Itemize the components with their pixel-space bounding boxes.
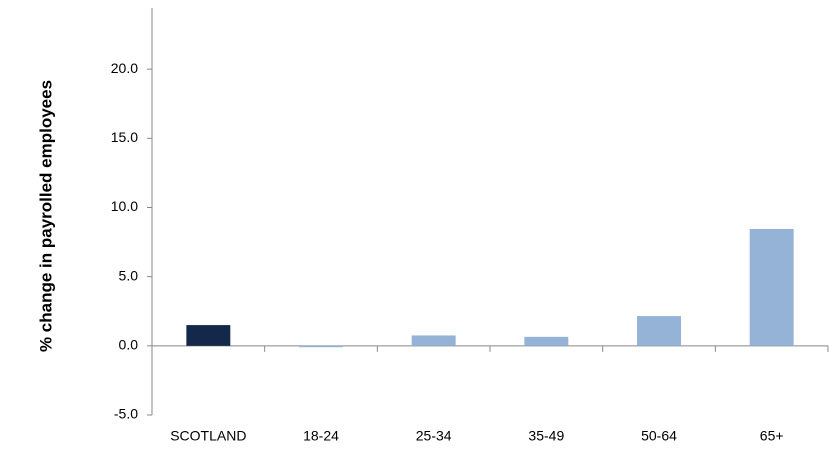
y-tick-label: 0.0	[119, 337, 139, 353]
bar-65-	[749, 228, 794, 346]
bar-35-49	[524, 336, 569, 346]
y-tick-labels: -5.0 0.0 5.0 10.0 15.0 20.0	[111, 60, 138, 422]
y-axis-label: % change in payrolled employees	[36, 80, 55, 352]
x-tick-label: 18-24	[303, 428, 339, 444]
y-tick-label: 10.0	[111, 198, 138, 214]
x-tick-label: 25-34	[416, 428, 452, 444]
y-tick-label: -5.0	[114, 406, 138, 422]
x-tick-labels: SCOTLAND 18-24 25-34 35-49 50-64 65+	[170, 428, 783, 444]
x-tick-label: 35-49	[528, 428, 564, 444]
bar-18-24	[299, 345, 343, 348]
y-tick-label: 5.0	[119, 267, 139, 283]
bar-50-64	[637, 316, 681, 346]
x-tick-label: SCOTLAND	[170, 428, 246, 444]
y-tick-label: 20.0	[111, 60, 138, 76]
bar-scotland	[186, 325, 231, 346]
bars	[186, 228, 794, 348]
bar-25-34	[411, 335, 456, 346]
axes	[147, 8, 829, 416]
x-tick-label: 65+	[760, 428, 784, 444]
y-tick-label: 15.0	[111, 129, 138, 145]
x-tick-label: 50-64	[641, 428, 677, 444]
